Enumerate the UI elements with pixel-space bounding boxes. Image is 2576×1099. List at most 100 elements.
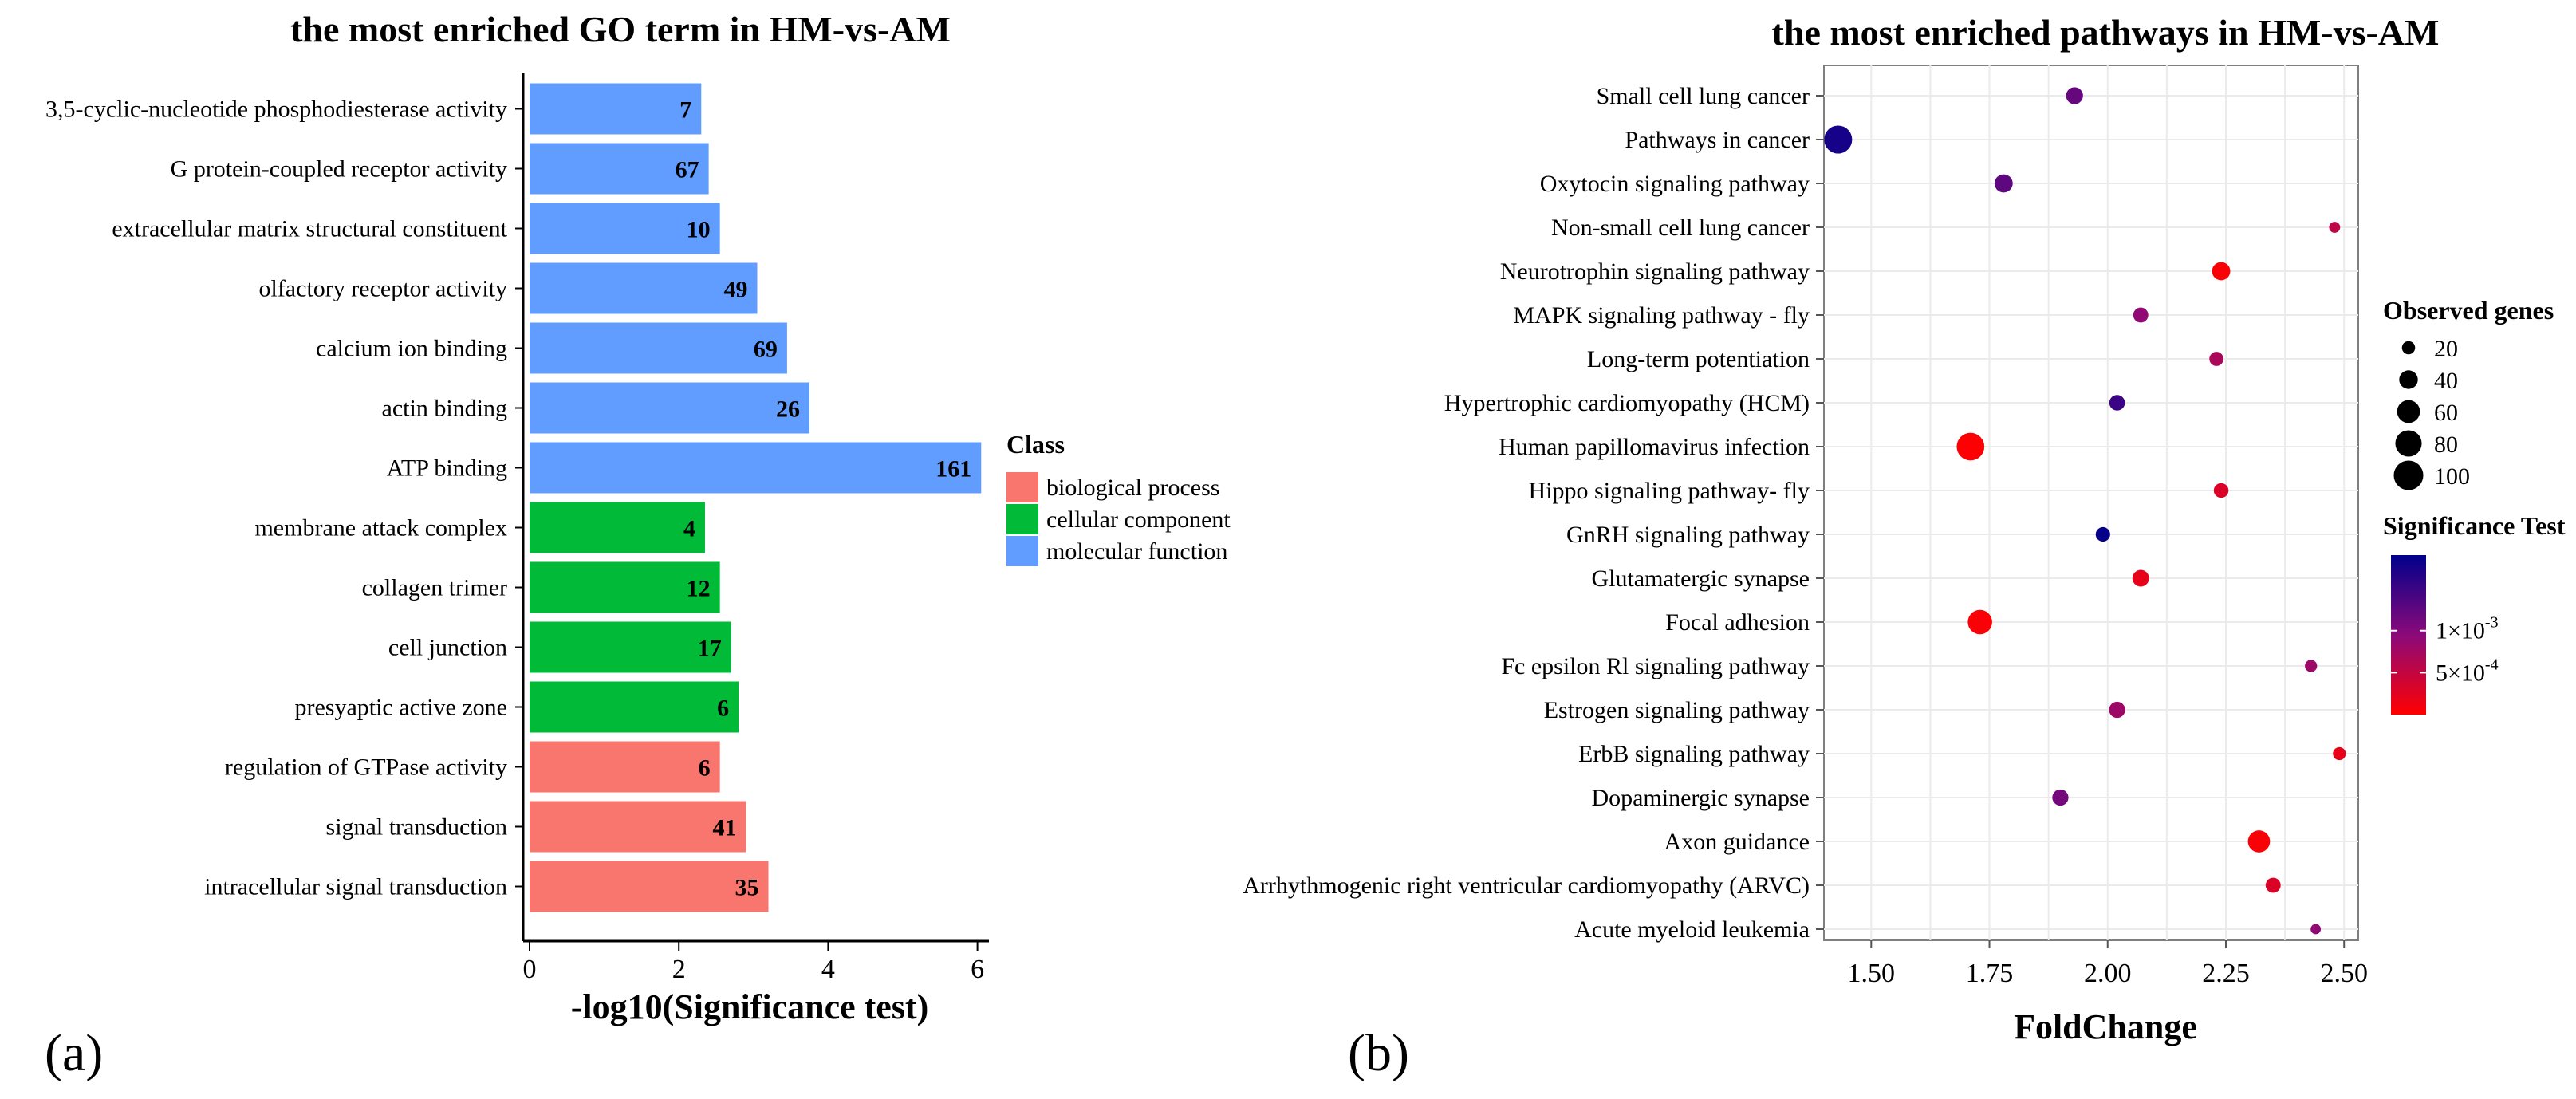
- pathway-dot: [2213, 483, 2229, 498]
- pathway-chart-title: the most enriched pathways in HM-vs-AM: [1772, 12, 2440, 53]
- class-legend-label: biological process: [1046, 475, 1219, 501]
- size-legend-label: 60: [2434, 400, 2458, 426]
- pathway-category-label: Pathways in cancer: [1625, 127, 1810, 153]
- pathway-dot: [2066, 87, 2083, 104]
- pathway-category-label: GnRH signaling pathway: [1566, 522, 1810, 548]
- go-count-label: 67: [676, 157, 699, 183]
- go-count-label: 17: [698, 636, 722, 662]
- go-category-label: olfactory receptor activity: [258, 276, 507, 302]
- go-x-tick-label: 4: [821, 955, 835, 984]
- go-count-label: 12: [687, 576, 711, 602]
- go-category-label: ATP binding: [387, 455, 507, 482]
- pathway-dot: [2109, 395, 2125, 411]
- go-bar: [530, 741, 720, 793]
- go-count-label: 6: [699, 755, 711, 782]
- class-legend-swatch: [1006, 472, 1038, 502]
- size-legend-label: 80: [2434, 431, 2458, 458]
- pathway-dot: [2305, 660, 2318, 672]
- go-bar-chart: the most enriched GO term in HM-vs-AM 3,…: [45, 9, 1231, 1082]
- go-category-label: 3,5-cyclic-nucleotide phosphodiesterase …: [45, 97, 507, 123]
- pathway-dot: [2310, 924, 2322, 935]
- pathway-dot: [2212, 262, 2231, 281]
- size-legend-dot: [2397, 400, 2420, 423]
- class-legend-title: Class: [1006, 430, 1065, 459]
- go-bar: [530, 143, 709, 195]
- pathway-dot: [2247, 830, 2271, 853]
- pathway-dot: [2132, 569, 2149, 587]
- go-count-label: 49: [723, 277, 747, 303]
- go-bar: [530, 681, 739, 733]
- go-category-label: intracellular signal transduction: [204, 874, 507, 900]
- pathway-x-tick-label: 1.75: [1966, 959, 2014, 988]
- pathway-x-axis-label: FoldChange: [2014, 1007, 2197, 1046]
- pathway-plot-panel: [1823, 65, 2359, 941]
- size-legend-title: Observed genes: [2383, 296, 2554, 325]
- go-x-tick-label: 0: [523, 955, 537, 984]
- pathway-category-label: Estrogen signaling pathway: [1544, 697, 1810, 723]
- pathway-dot: [2329, 222, 2341, 233]
- go-category-label: actin binding: [382, 396, 507, 422]
- pathway-category-label: Arrhythmogenic right ventricular cardiom…: [1243, 873, 1810, 899]
- go-bar: [530, 861, 769, 912]
- go-bar: [530, 382, 809, 434]
- go-bar: [530, 801, 746, 853]
- size-legend-label: 20: [2434, 336, 2458, 362]
- go-bar: [530, 442, 982, 494]
- class-legend-swatch: [1006, 536, 1038, 566]
- go-category-label: G protein-coupled receptor activity: [171, 156, 507, 183]
- pathway-category-label: Glutamatergic synapse: [1591, 565, 1810, 592]
- go-count-label: 7: [679, 97, 691, 124]
- panel-label-b: (b): [1348, 1024, 1409, 1082]
- pathway-category-label: Neurotrophin signaling pathway: [1500, 258, 1810, 285]
- class-legend-swatch: [1006, 504, 1038, 534]
- pathway-dot: [2265, 877, 2281, 893]
- go-bar: [530, 322, 787, 374]
- size-legend-label: 40: [2434, 368, 2458, 394]
- go-bar: [530, 621, 731, 673]
- pathway-dot-plot: the most enriched pathways in HM-vs-AM S…: [1243, 12, 2566, 1082]
- pathway-category-label: Focal adhesion: [1665, 609, 1810, 636]
- pathway-category-label: Hypertrophic cardiomyopathy (HCM): [1444, 390, 1810, 416]
- pathway-category-label: Non-small cell lung cancer: [1551, 215, 1810, 241]
- go-category-label: membrane attack complex: [254, 515, 507, 542]
- color-legend-bar: [2391, 555, 2426, 715]
- go-count-label: 69: [754, 337, 778, 363]
- size-legend-dot: [2399, 370, 2418, 389]
- pathway-category-label: Hippo signaling pathway- fly: [1529, 478, 1810, 504]
- go-count-label: 161: [935, 456, 971, 483]
- pathway-dot: [1994, 174, 2013, 193]
- pathway-category-label: Dopaminergic synapse: [1591, 785, 1810, 811]
- go-count-label: 6: [717, 695, 729, 722]
- pathway-dot: [2133, 307, 2149, 323]
- pathway-x-tick-label: 2.25: [2202, 959, 2250, 988]
- pathway-x-tick-label: 2.50: [2320, 959, 2368, 988]
- pathway-category-label: Long-term potentiation: [1587, 346, 1810, 372]
- go-count-label: 4: [683, 516, 695, 542]
- pathway-dot: [1956, 432, 1985, 461]
- go-count-label: 26: [776, 396, 800, 423]
- pathway-category-label: Fc epsilon Rl signaling pathway: [1501, 653, 1810, 679]
- go-category-label: presyaptic active zone: [294, 695, 507, 721]
- go-bar: [530, 203, 720, 254]
- panel-label-a: (a): [45, 1024, 103, 1082]
- pathway-category-label: Small cell lung cancer: [1597, 83, 1810, 109]
- go-category-label: regulation of GTPase activity: [225, 754, 507, 781]
- go-count-label: 41: [712, 815, 736, 841]
- class-legend-label: molecular function: [1046, 538, 1227, 565]
- go-x-tick-label: 6: [971, 955, 984, 984]
- pathway-dot: [2209, 352, 2223, 366]
- go-count-label: 10: [687, 217, 711, 243]
- go-bar: [530, 502, 705, 553]
- pathway-dot: [2109, 701, 2125, 719]
- pathway-dot: [2095, 526, 2110, 542]
- color-legend-label: 5×10-4: [2436, 656, 2499, 686]
- pathway-dot: [2333, 746, 2346, 761]
- pathway-category-label: Acute myeloid leukemia: [1574, 916, 1810, 943]
- color-legend-title: Significance Test: [2383, 511, 2566, 540]
- go-category-label: cell junction: [388, 635, 507, 661]
- size-legend-label: 100: [2434, 463, 2470, 490]
- pathway-category-label: ErbB signaling pathway: [1578, 741, 1810, 767]
- pathway-dot: [1824, 125, 1853, 154]
- go-category-label: signal transduction: [326, 814, 507, 841]
